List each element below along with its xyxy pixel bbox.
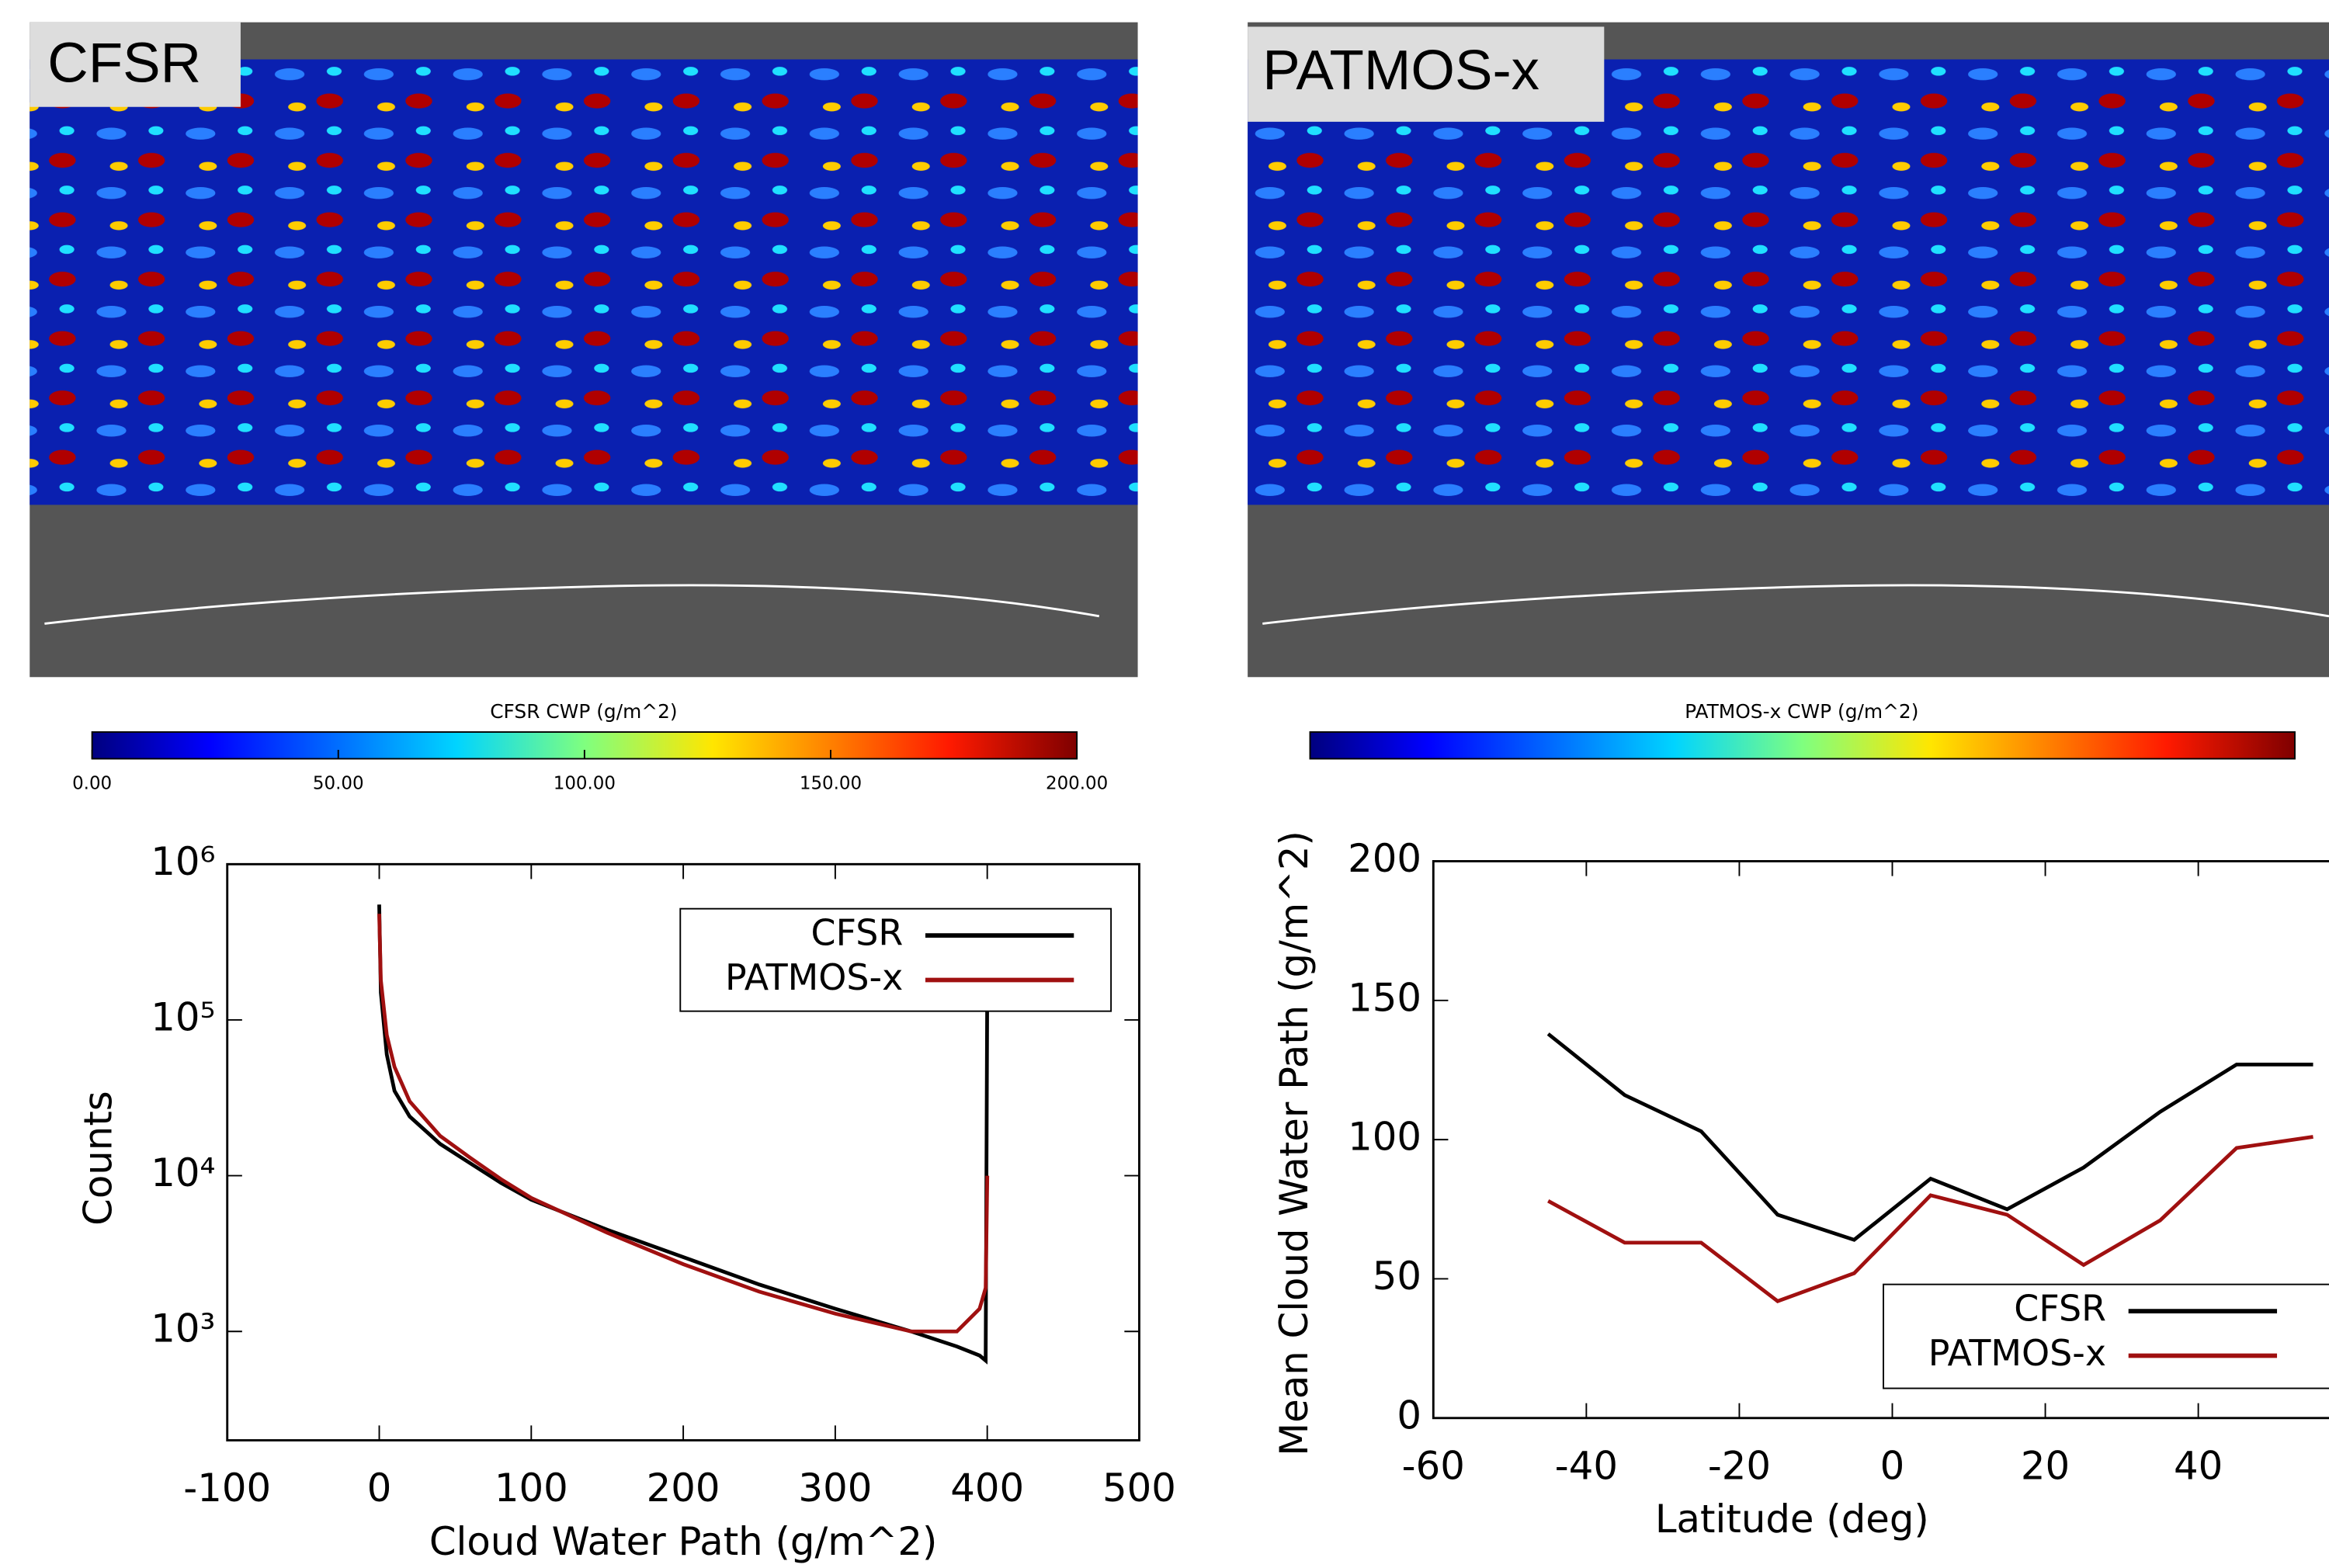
chart: -60 -40 -20 0 20 40 60 0 50 100 150 200 Latitude (de… bbox=[1272, 831, 2329, 1542]
map-field bbox=[30, 59, 1138, 505]
x-tick-label: 400 bbox=[950, 1466, 1024, 1511]
y-axis-label: Mean Cloud Water Path (g/m^2) bbox=[1272, 831, 1317, 1456]
x-tick-label: -60 bbox=[1402, 1443, 1465, 1488]
legend-label: CFSR bbox=[811, 912, 904, 954]
map-label: CFSR bbox=[47, 31, 201, 94]
x-tick-label: -20 bbox=[1708, 1443, 1771, 1488]
y-axis-label: Counts bbox=[76, 1091, 121, 1226]
y-tick-label: 150 bbox=[1348, 975, 1421, 1020]
y-tick-label: 0 bbox=[1397, 1393, 1421, 1438]
x-tick-label: 200 bbox=[647, 1466, 720, 1511]
x-tick-label: 500 bbox=[1102, 1466, 1176, 1511]
legend-label: PATMOS-x bbox=[725, 956, 903, 998]
colorbar-tick-label: 150.00 bbox=[800, 774, 862, 794]
legend-label: PATMOS-x bbox=[1928, 1332, 2106, 1374]
series-line bbox=[1547, 1135, 2313, 1303]
y-tick-label: 10⁵ bbox=[151, 994, 215, 1039]
legend-box bbox=[1883, 1283, 2329, 1389]
series-line bbox=[1546, 1032, 2313, 1242]
y-tick-label: 200 bbox=[1348, 836, 1421, 881]
y-tick-label: 100 bbox=[1348, 1115, 1421, 1160]
colorbar-tick-label: 0.00 bbox=[72, 774, 112, 794]
x-axis-label: Latitude (deg) bbox=[1655, 1497, 1929, 1542]
x-tick-label: 20 bbox=[2021, 1443, 2070, 1488]
x-tick-label: 40 bbox=[2174, 1443, 2223, 1488]
x-tick-label: 100 bbox=[495, 1466, 568, 1511]
map-cfsr bbox=[30, 22, 1138, 678]
colorbar-title: PATMOS-x CWP (g/m^2) bbox=[1685, 700, 1918, 723]
x-tick-label: 300 bbox=[798, 1466, 872, 1511]
colorbar-tick-label: 50.00 bbox=[313, 774, 364, 794]
map-label: PATMOS-x bbox=[1262, 39, 1539, 102]
colorbar bbox=[1309, 731, 2296, 760]
series-line bbox=[377, 914, 990, 1334]
colorbar-tick-label: 200.00 bbox=[1046, 774, 1108, 794]
y-tick-label: 50 bbox=[1373, 1254, 1421, 1299]
x-axis-label: Cloud Water Path (g/m^2) bbox=[429, 1519, 938, 1564]
map-label-box bbox=[30, 22, 241, 107]
y-tick-label: 10⁴ bbox=[151, 1150, 215, 1195]
x-tick-label: 60 bbox=[2327, 1443, 2329, 1488]
legend-label: CFSR bbox=[2014, 1288, 2106, 1330]
coastline bbox=[44, 584, 1100, 625]
coastline bbox=[1262, 584, 2329, 625]
legend-box bbox=[679, 907, 1112, 1012]
x-tick-label: 0 bbox=[367, 1466, 392, 1511]
map-patmos bbox=[1248, 22, 2329, 678]
y-tick-label: 10⁶ bbox=[151, 839, 215, 884]
colorbar-title: CFSR CWP (g/m^2) bbox=[490, 700, 677, 723]
x-tick-label: -100 bbox=[183, 1466, 271, 1511]
x-tick-label: 0 bbox=[1880, 1443, 1905, 1488]
y-tick-label: 10³ bbox=[151, 1306, 215, 1351]
colorbar-tick-label: 100.00 bbox=[554, 774, 616, 794]
x-tick-label: -40 bbox=[1555, 1443, 1618, 1488]
map-label-box bbox=[1248, 26, 1605, 122]
map-field bbox=[1248, 59, 2329, 505]
chart: -100 0 100 200 300 400 500 10³ 10⁴ 10⁵ 10⁶ Cloud Wa… bbox=[76, 839, 1176, 1564]
